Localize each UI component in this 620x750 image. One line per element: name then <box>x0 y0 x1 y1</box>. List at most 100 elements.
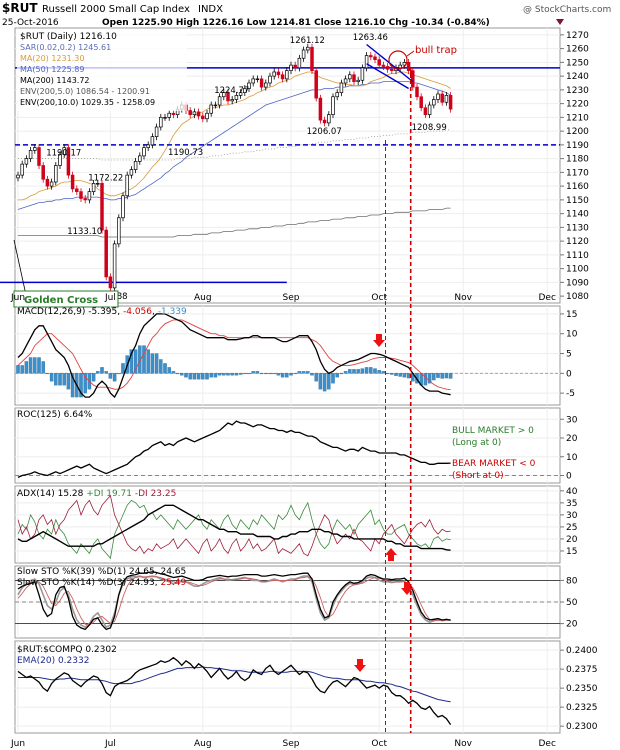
macd-histogram-bar <box>201 373 205 380</box>
candle-body <box>268 75 272 84</box>
ma20-line <box>18 71 451 201</box>
adx-legend: ADX(14) 15.28 +DI 19.71 -DI 23.25 <box>17 489 176 499</box>
macd-histogram-bar <box>268 373 272 375</box>
macd-histogram-bar <box>146 349 150 374</box>
chart-header: $RUT Russell 2000 Small Cap Index INDX @… <box>2 1 611 28</box>
macd-histogram-bar <box>272 373 276 375</box>
exchange-text: INDX <box>198 4 223 15</box>
candle-body <box>45 178 50 187</box>
golden-cross-label: Golden Cross <box>24 295 98 306</box>
macd-histogram-bar <box>406 373 411 379</box>
ratio-panel: 0.2300 0.2325 0.2350 0.2375 0.2400 <box>15 641 598 733</box>
candle-body <box>301 49 306 59</box>
macd-histogram-bar <box>343 371 348 374</box>
legend-sar: SAR(0.02,0.2) 1245.61 <box>20 43 111 52</box>
candle-body <box>167 112 171 118</box>
annotation-overlay <box>354 68 413 733</box>
candle-body <box>209 104 213 114</box>
macd-histogram-bar <box>314 373 318 382</box>
macd-histogram-bar <box>138 345 142 374</box>
macd-histogram-bar <box>373 368 377 374</box>
macd-histogram-bar <box>205 373 209 380</box>
legend-ma50: MA(50) 1225.89 <box>20 65 84 74</box>
symbol-text: $RUT <box>2 1 38 15</box>
price-tick-label: 1200 <box>566 127 589 137</box>
golden-cross-callout: Golden Cross <box>13 239 119 308</box>
x-axis-label: Oct <box>371 739 387 749</box>
candle-body <box>272 71 276 77</box>
sto-legend-2-value: 25.49 <box>160 578 186 588</box>
candle-body <box>364 55 369 69</box>
macd-histogram-bar <box>150 353 155 374</box>
candle-body <box>222 92 226 98</box>
roc-frame <box>14 407 561 484</box>
price-legend-bg <box>17 30 187 111</box>
macd-histogram-bar <box>243 373 247 375</box>
macd-histogram-bar <box>49 373 54 382</box>
sto-legend-2-prefix: Slow STO %K(14) %D(3) 24.93, <box>17 578 158 588</box>
macd-histogram-bar <box>289 373 293 376</box>
macd-histogram-bar <box>180 373 184 376</box>
ratio-legend: $RUT:$COMPQ 0.2302 <box>17 645 117 655</box>
candle-body <box>360 67 365 81</box>
price-tick-label: 1130 <box>566 223 589 233</box>
price-point-label: 1172.22 <box>88 173 123 183</box>
candle-body <box>196 111 201 117</box>
sto-tick-label: 20 <box>566 620 578 630</box>
macd-histogram-bar <box>369 367 373 374</box>
candle-body <box>226 92 230 102</box>
candle-body <box>100 183 104 231</box>
macd-histogram-bar <box>306 371 310 374</box>
candle-body <box>192 111 197 115</box>
macd-frame <box>14 305 561 406</box>
macd-histogram-bar <box>66 373 71 390</box>
macd-histogram-bar <box>427 373 432 384</box>
bull-trap-circle <box>388 50 408 70</box>
candle-body <box>373 56 377 60</box>
macd-histogram-bar <box>255 371 260 374</box>
candle-body <box>289 64 293 71</box>
price-tick-label: 1100 <box>566 265 589 275</box>
candle-body <box>327 114 331 124</box>
macd-histogram-bar <box>331 373 335 384</box>
ratio-tick-label: 0.2350 <box>566 684 598 694</box>
plus-di-legend: +DI 19.71 <box>86 489 132 499</box>
price-x-axis-label: Aug <box>194 293 212 303</box>
candle-body <box>104 229 108 278</box>
price-point-label: 1206.07 <box>307 127 342 137</box>
price-tick-label: 1160 <box>566 182 589 192</box>
candle-body <box>125 174 129 197</box>
candle-body <box>217 96 222 106</box>
golden-cross-box <box>13 290 119 308</box>
candle-body <box>356 79 360 82</box>
golden-cross-pointer <box>13 239 27 296</box>
candle-body <box>171 112 176 115</box>
macd-histogram-bar <box>327 373 331 390</box>
candle-body <box>70 174 75 190</box>
candle-body <box>306 46 310 51</box>
price-tick-label: 1210 <box>566 113 589 123</box>
macd-histogram-bar <box>238 373 243 375</box>
macd-tick-label: 0 <box>566 369 572 379</box>
macd-histogram-bar <box>129 349 134 374</box>
x-axis-label: Jul <box>104 739 116 749</box>
macd-histogram-bar <box>96 371 100 374</box>
candle-body <box>243 88 247 93</box>
macd-histogram-bar <box>280 373 285 378</box>
candle-body <box>117 217 121 245</box>
candle-body <box>108 276 113 289</box>
macd-histogram-bar <box>142 345 146 374</box>
candle-body <box>423 107 428 115</box>
macd-histogram-bar <box>297 371 302 374</box>
plus-di-line <box>17 499 451 560</box>
price-point-label: 1263.46 <box>353 33 388 43</box>
candle-body <box>444 95 449 103</box>
candle-body <box>369 55 373 58</box>
legend-price: $RUT (Daily) 1216.10 <box>20 32 117 42</box>
macd-histogram-bar <box>402 373 407 378</box>
macd-histogram-bar <box>91 373 96 382</box>
roc-tick-label: 30 <box>566 415 578 425</box>
macd-histogram-bar <box>381 371 386 374</box>
macd-histogram-bar <box>222 373 226 376</box>
